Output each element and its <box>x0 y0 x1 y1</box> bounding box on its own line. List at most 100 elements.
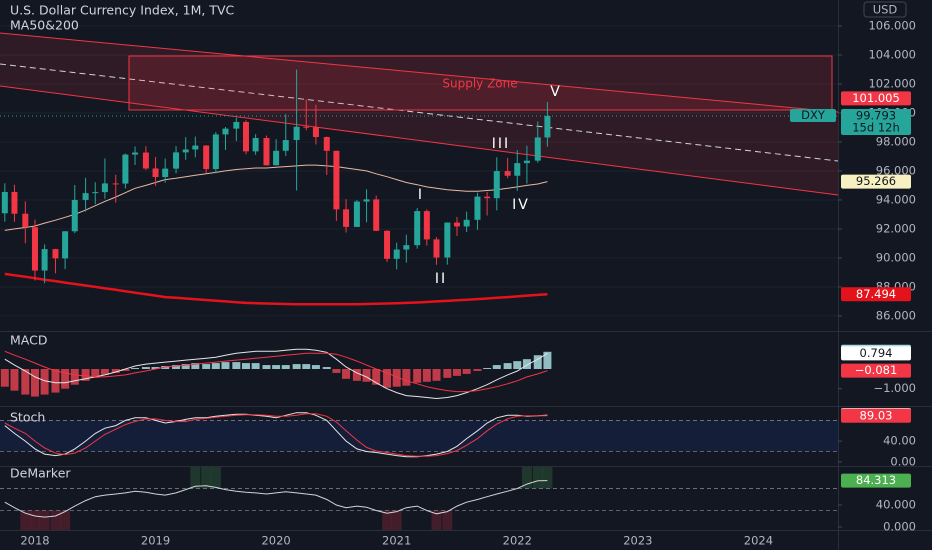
y-tick-label: 94.000 <box>876 192 916 206</box>
histogram-bar <box>292 364 301 369</box>
overbought-shade <box>201 467 212 489</box>
histogram-bar <box>241 363 250 369</box>
chart-title: U.S. Dollar Currency Index, 1M, TVC <box>10 3 235 18</box>
histogram-bar <box>402 369 411 386</box>
price-label: 0.794 <box>860 346 893 360</box>
oversold-shade <box>391 510 402 530</box>
candle-body <box>252 138 259 152</box>
candle-body <box>463 219 470 227</box>
histogram-bar <box>91 369 100 378</box>
x-tick-label: 2023 <box>623 534 652 548</box>
pane-title: Stoch <box>10 410 45 425</box>
candle-body <box>534 137 541 161</box>
histogram-bar <box>483 368 492 369</box>
candle-body <box>101 183 108 193</box>
x-tick-label: 2018 <box>20 534 49 548</box>
histogram-bar <box>232 362 241 369</box>
y-tick-label: 102.000 <box>868 76 916 90</box>
candle-body <box>112 183 119 185</box>
candle-body <box>82 193 89 200</box>
histogram-bar <box>211 363 220 369</box>
histogram-bar <box>81 369 90 381</box>
histogram-bar <box>302 364 311 369</box>
candle-body <box>523 160 530 164</box>
histogram-bar <box>10 369 19 391</box>
candle-body <box>493 171 500 199</box>
histogram-bar <box>342 369 351 379</box>
y-tick-label: 98.000 <box>876 134 916 148</box>
pane-title: MACD <box>10 333 47 348</box>
histogram-bar <box>332 369 341 373</box>
histogram-bar <box>202 364 211 369</box>
price-label: 87.494 <box>856 287 896 301</box>
candle-body <box>514 163 521 176</box>
symbol-label: DXY <box>801 108 826 122</box>
channel-upper <box>0 32 839 113</box>
oversold-shade <box>382 510 393 530</box>
candle-body <box>414 211 421 246</box>
histogram-bar <box>111 369 120 373</box>
x-tick-label: 2024 <box>744 534 773 548</box>
candle-body <box>384 230 391 259</box>
price-label: 99.793 <box>856 108 896 122</box>
candle-body <box>212 134 219 170</box>
x-tick-label: 2020 <box>261 534 290 548</box>
histogram-bar <box>262 365 271 369</box>
histogram-bar <box>432 369 441 381</box>
candle-body <box>173 152 180 169</box>
wave-label: V <box>550 84 562 100</box>
histogram-bar <box>121 369 130 371</box>
y-tick-label: 0.00 <box>890 454 916 468</box>
demarker-line <box>4 480 548 518</box>
price-label-box <box>841 91 911 106</box>
candle-body <box>41 249 48 271</box>
candle-body <box>544 115 551 138</box>
candle-body <box>152 168 159 178</box>
moving-average <box>4 272 548 306</box>
grid <box>0 25 842 528</box>
histogram-bar <box>61 369 70 389</box>
candle-body <box>162 168 169 178</box>
candle-body <box>52 249 59 259</box>
countdown-label: 15d 12h <box>852 120 900 134</box>
price-label-box <box>841 408 911 423</box>
candle-body <box>453 222 460 227</box>
channel-lower <box>0 85 839 196</box>
moving-average <box>4 164 548 231</box>
candle-body <box>282 140 289 151</box>
currency-box <box>863 1 907 18</box>
candle-body <box>263 138 270 166</box>
wave-label: II <box>435 271 447 287</box>
oversold-shade <box>29 510 40 530</box>
histogram-bar <box>281 365 290 369</box>
overbought-shade <box>190 467 201 489</box>
candle-body <box>11 191 18 214</box>
candle-body <box>132 152 139 155</box>
histogram-bar <box>251 363 260 369</box>
histogram-bar <box>513 361 522 369</box>
candle-body <box>1 191 8 214</box>
candle-body <box>484 196 491 199</box>
histogram-bar <box>473 369 482 371</box>
candle-body <box>122 154 129 184</box>
candle-body <box>323 137 330 151</box>
wave-label: IV <box>512 197 530 213</box>
oversold-shade <box>39 510 50 530</box>
candle-body <box>353 201 360 227</box>
price-label-box <box>841 287 911 302</box>
y-tick-label: 0.000 <box>883 519 916 533</box>
candle-body <box>373 199 380 231</box>
price-label-box <box>841 108 911 135</box>
labels: U.S. Dollar Currency Index, 1M, TVC MA50… <box>10 1 916 548</box>
marks <box>0 69 838 530</box>
histogram-bar <box>161 366 170 369</box>
candle-body <box>423 211 430 240</box>
drawings: Supply Zone V III I IV II <box>0 32 839 287</box>
histogram-bar <box>522 359 531 369</box>
histogram-bar <box>221 362 230 369</box>
histogram-bar <box>181 364 190 369</box>
histogram-bar <box>443 369 452 378</box>
